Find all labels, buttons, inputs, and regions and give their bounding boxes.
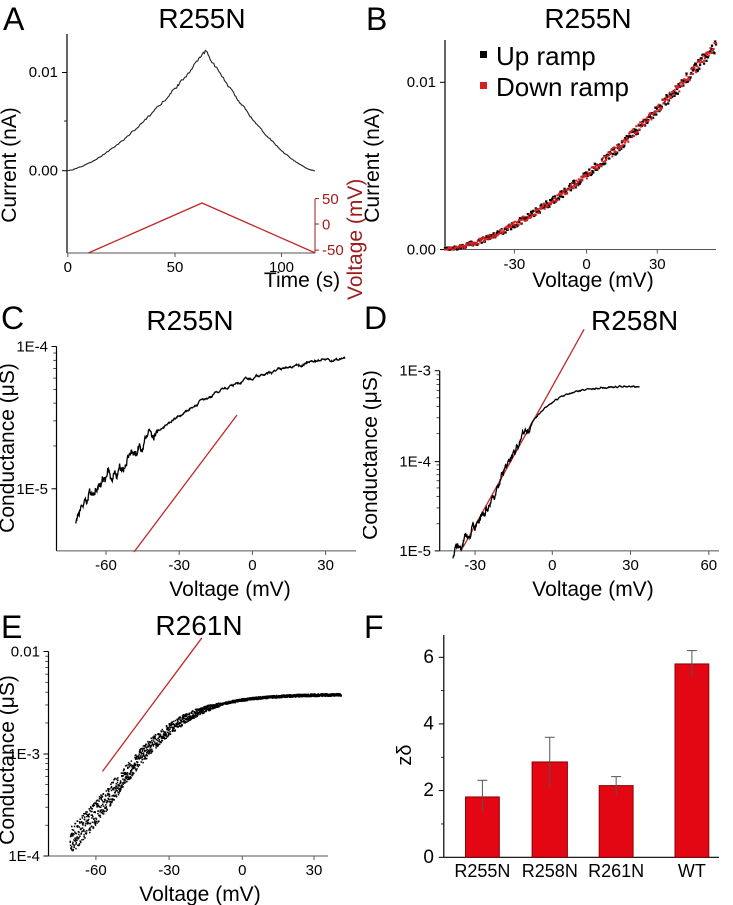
- svg-text:Voltage (mV): Voltage (mV): [169, 578, 290, 601]
- svg-text:1E-5: 1E-5: [399, 543, 431, 560]
- svg-text:R255N: R255N: [454, 861, 510, 881]
- svg-text:-60: -60: [95, 557, 117, 574]
- svg-text:Conductance (μS): Conductance (μS): [363, 370, 382, 540]
- svg-text:0: 0: [548, 557, 556, 574]
- svg-text:0.01: 0.01: [29, 64, 58, 81]
- svg-text:Current (nA): Current (nA): [363, 107, 384, 223]
- svg-text:0: 0: [322, 217, 330, 234]
- svg-text:R261N: R261N: [588, 861, 644, 881]
- svg-text:0.01: 0.01: [11, 644, 40, 661]
- svg-text:Conductance (μS): Conductance (μS): [0, 363, 19, 533]
- svg-text:zδ: zδ: [394, 744, 416, 765]
- svg-text:1E-3: 1E-3: [399, 363, 431, 380]
- svg-text:1E-5: 1E-5: [16, 481, 48, 498]
- svg-text:-30: -30: [168, 557, 190, 574]
- svg-text:WT: WT: [678, 861, 706, 881]
- svg-text:B: B: [366, 1, 387, 37]
- svg-text:0: 0: [238, 862, 246, 879]
- svg-text:-30: -30: [464, 557, 486, 574]
- svg-text:50: 50: [167, 259, 184, 276]
- svg-text:-60: -60: [85, 862, 107, 879]
- svg-text:30: 30: [317, 557, 334, 574]
- svg-text:A: A: [3, 1, 25, 37]
- svg-text:0: 0: [423, 847, 434, 868]
- svg-text:E: E: [1, 609, 22, 645]
- svg-text:R258N: R258N: [591, 305, 678, 336]
- svg-text:0.00: 0.00: [29, 163, 58, 180]
- svg-text:50: 50: [322, 191, 339, 208]
- svg-text:1E-4: 1E-4: [8, 848, 40, 865]
- svg-text:1E-4: 1E-4: [16, 339, 48, 356]
- svg-text:Current (nA): Current (nA): [0, 107, 21, 223]
- svg-text:Up ramp: Up ramp: [496, 41, 596, 71]
- svg-text:1E-4: 1E-4: [399, 454, 431, 471]
- svg-text:0.01: 0.01: [407, 74, 436, 91]
- svg-text:0.00: 0.00: [407, 242, 436, 259]
- svg-text:30: 30: [622, 557, 639, 574]
- svg-text:-30: -30: [158, 862, 180, 879]
- svg-text:Conductance (μS): Conductance (μS): [0, 675, 19, 845]
- svg-text:6: 6: [423, 647, 434, 668]
- svg-text:Down ramp: Down ramp: [496, 72, 629, 102]
- svg-text:Voltage (mV): Voltage (mV): [532, 578, 653, 601]
- svg-text:C: C: [1, 300, 24, 336]
- svg-text:60: 60: [700, 557, 717, 574]
- svg-text:0: 0: [64, 259, 72, 276]
- svg-text:R255N: R255N: [158, 3, 245, 34]
- svg-text:30: 30: [306, 862, 323, 879]
- svg-text:2: 2: [423, 780, 434, 801]
- svg-text:R255N: R255N: [544, 3, 631, 34]
- svg-text:R261N: R261N: [155, 610, 242, 641]
- svg-text:Time (s): Time (s): [264, 269, 340, 292]
- svg-text:R255N: R255N: [146, 305, 233, 336]
- svg-text:0: 0: [248, 557, 256, 574]
- svg-text:R258N: R258N: [522, 861, 578, 881]
- svg-text:F: F: [364, 609, 384, 645]
- svg-text:-50: -50: [322, 242, 344, 259]
- svg-text:D: D: [364, 300, 387, 336]
- svg-text:Voltage (mV): Voltage (mV): [139, 883, 260, 905]
- svg-text:-30: -30: [504, 256, 526, 273]
- svg-text:4: 4: [423, 713, 434, 734]
- svg-text:Voltage (mV): Voltage (mV): [532, 269, 653, 292]
